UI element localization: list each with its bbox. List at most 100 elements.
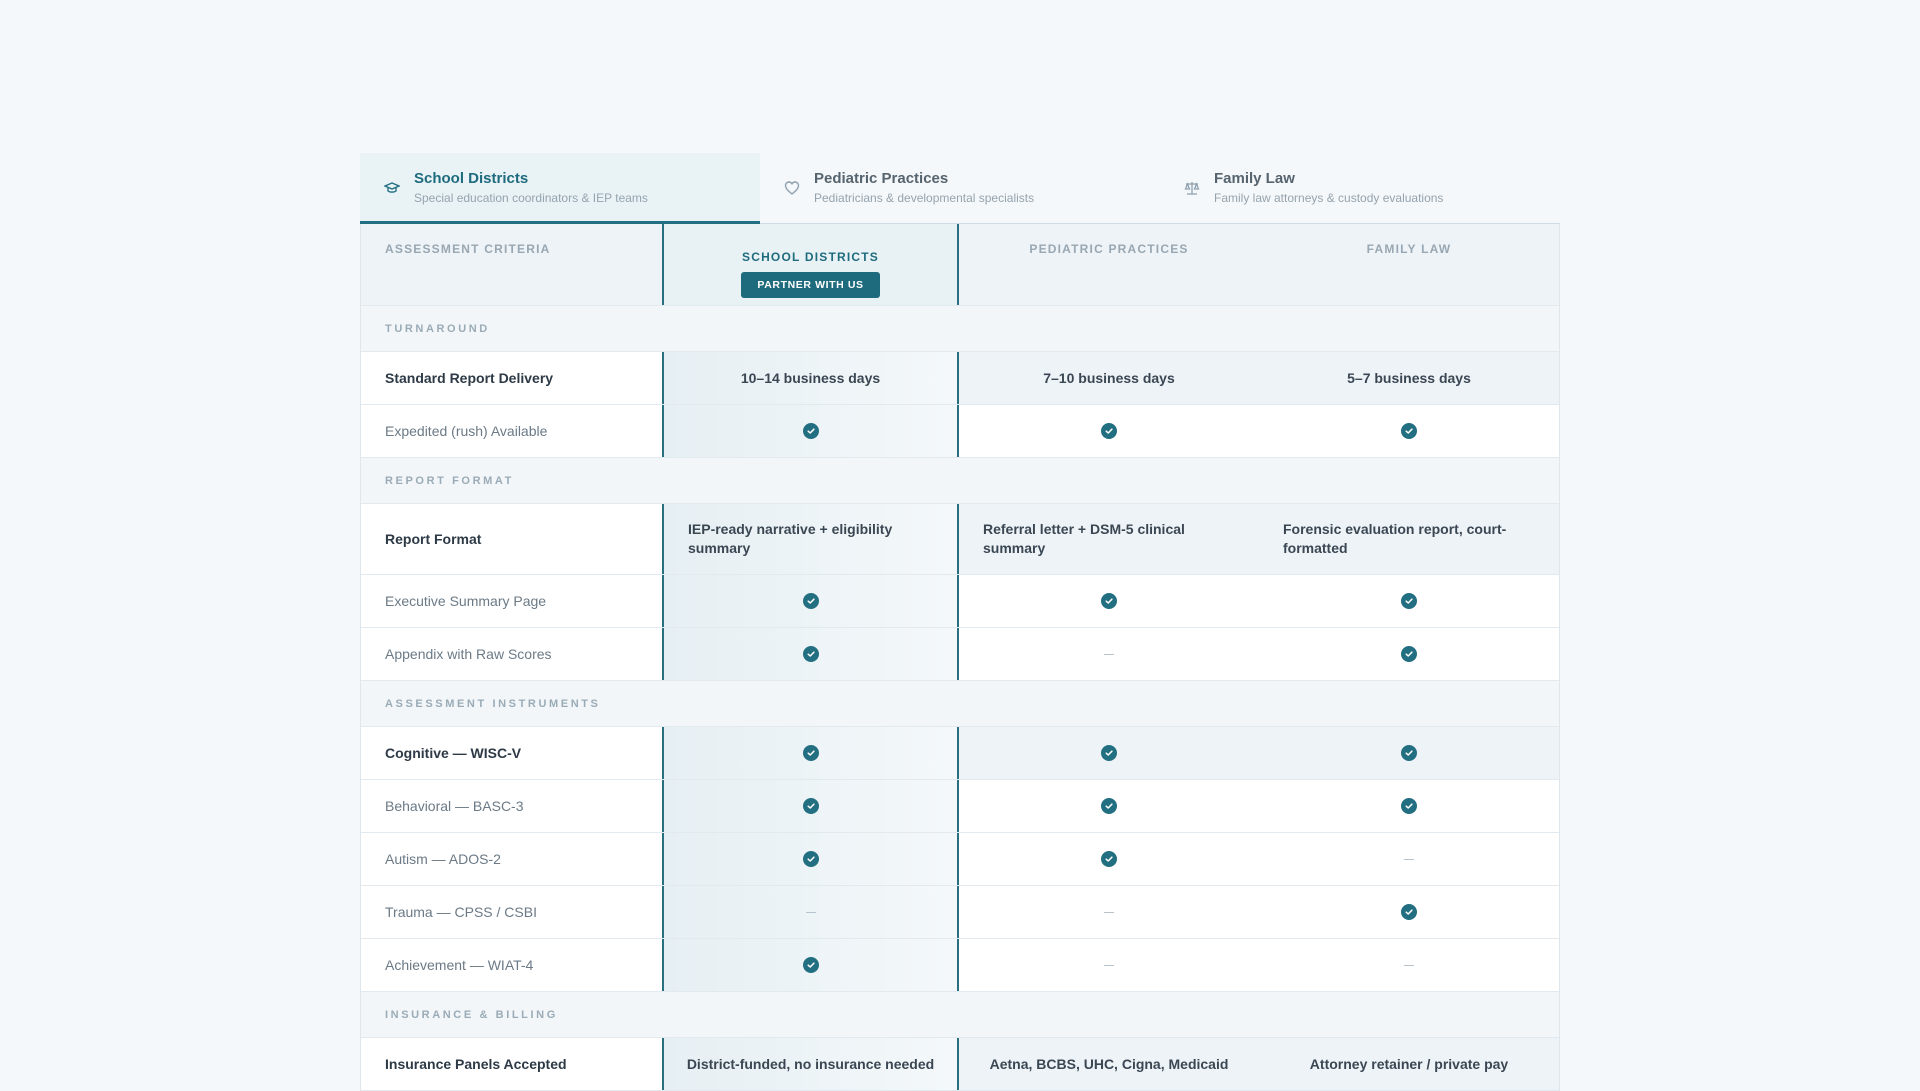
- check-icon: [1401, 745, 1417, 761]
- value-cell: [662, 575, 959, 627]
- value-cell: [1259, 575, 1559, 627]
- value-cell: [1259, 939, 1559, 991]
- value-cell: [959, 780, 1259, 832]
- value-cell: [959, 575, 1259, 627]
- value-cell: [1259, 727, 1559, 779]
- value-cell: [1259, 628, 1559, 680]
- value-text: District-funded, no insurance needed: [662, 1038, 959, 1090]
- table-row: Achievement — WIAT-4: [361, 939, 1559, 992]
- dash-icon: [1104, 964, 1114, 966]
- header-label: SCHOOL DISTRICTS: [742, 249, 879, 264]
- value-cell: [662, 727, 959, 779]
- criteria-label: Standard Report Delivery: [361, 352, 662, 404]
- tab-subtitle: Family law attorneys & custody evaluatio…: [1214, 191, 1444, 205]
- tab-subtitle: Pediatricians & developmental specialist…: [814, 191, 1035, 205]
- section-header: TURNAROUND: [361, 306, 1559, 352]
- check-icon: [1401, 904, 1417, 920]
- check-icon: [802, 745, 819, 761]
- section-header: REPORT FORMAT: [361, 458, 1559, 504]
- table-row: Insurance Panels Accepted District-funded…: [361, 1038, 1559, 1091]
- value-cell: [959, 727, 1259, 779]
- section-label: ASSESSMENT INSTRUMENTS: [385, 697, 601, 710]
- criteria-label: Appendix with Raw Scores: [385, 646, 552, 662]
- section-label: TURNAROUND: [385, 322, 490, 335]
- criteria-label: Trauma — CPSS / CSBI: [385, 904, 537, 920]
- criteria-label: Executive Summary Page: [385, 593, 547, 609]
- criteria-label: Expedited (rush) Available: [385, 423, 548, 439]
- check-icon: [1101, 423, 1117, 439]
- dash-icon: [1404, 858, 1414, 860]
- value-cell: [1259, 780, 1559, 832]
- value-text: Referral letter + DSM-5 clinical summary: [983, 521, 1185, 556]
- check-icon: [802, 423, 819, 439]
- value-cell: [662, 780, 959, 832]
- value-text: Attorney retainer / private pay: [1309, 1056, 1509, 1072]
- check-icon: [1401, 646, 1417, 662]
- table-row: Autism — ADOS-2: [361, 833, 1559, 886]
- tab-subtitle: Special education coordinators & IEP tea…: [414, 191, 648, 205]
- table-row: Trauma — CPSS / CSBI: [361, 886, 1559, 939]
- table-row: Cognitive — WISC-V: [361, 727, 1559, 780]
- value-cell: [662, 628, 959, 680]
- comparison-module: School Districts Special education coord…: [360, 153, 1560, 1091]
- table-row: Standard Report Delivery 10–14 business d…: [361, 352, 1559, 405]
- value-text: IEP-ready narrative + eligibility summar…: [662, 504, 959, 574]
- table-row: Expedited (rush) Available: [361, 405, 1559, 458]
- check-icon: [802, 798, 819, 814]
- value-cell: [959, 939, 1259, 991]
- section-label: REPORT FORMAT: [385, 474, 514, 487]
- check-icon: [802, 646, 819, 662]
- check-icon: [1101, 745, 1117, 761]
- section-header: ASSESSMENT INSTRUMENTS: [361, 681, 1559, 727]
- table-row: Executive Summary Page: [361, 575, 1559, 628]
- tab-title: Family Law: [1214, 170, 1295, 187]
- section-header: INSURANCE & BILLING: [361, 992, 1559, 1038]
- comparison-table: ASSESSMENT CRITERIA SCHOOL DISTRICTS PAR…: [360, 224, 1560, 1091]
- header-school-districts: SCHOOL DISTRICTS PARTNER WITH US: [662, 224, 959, 305]
- check-icon: [802, 593, 819, 609]
- dash-icon: [1104, 653, 1114, 655]
- graduation-cap-icon: [383, 180, 401, 196]
- table-header: ASSESSMENT CRITERIA SCHOOL DISTRICTS PAR…: [361, 224, 1559, 306]
- header-pediatric-practices: PEDIATRIC PRACTICES: [1029, 242, 1189, 256]
- audience-tabs: School Districts Special education coord…: [360, 153, 1560, 224]
- value-cell: [662, 833, 959, 885]
- tab-pediatric-practices[interactable]: Pediatric Practices Pediatricians & deve…: [760, 153, 1160, 223]
- heart-icon: [784, 180, 800, 196]
- check-icon: [1401, 798, 1417, 814]
- tab-family-law[interactable]: Family Law Family law attorneys & custod…: [1160, 153, 1560, 223]
- check-icon: [802, 851, 819, 867]
- value-cell: [959, 886, 1259, 938]
- value-cell: [959, 405, 1259, 457]
- value-cell: [662, 405, 959, 457]
- criteria-label: Achievement — WIAT-4: [385, 957, 534, 973]
- value-text: 7–10 business days: [1043, 370, 1175, 386]
- criteria-label: Cognitive — WISC-V: [361, 727, 662, 779]
- value-cell: [1259, 405, 1559, 457]
- dash-icon: [1404, 964, 1414, 966]
- tab-school-districts[interactable]: School Districts Special education coord…: [360, 153, 760, 224]
- tab-title: Pediatric Practices: [814, 170, 949, 187]
- check-icon: [1401, 593, 1417, 609]
- tab-title: School Districts: [414, 170, 529, 187]
- value-cell: [1259, 833, 1559, 885]
- check-icon: [1401, 423, 1417, 439]
- dash-icon: [805, 911, 816, 913]
- criteria-label: Behavioral — BASC-3: [385, 798, 524, 814]
- value-cell: [662, 886, 959, 938]
- value-text: Aetna, BCBS, UHC, Cigna, Medicaid: [989, 1056, 1229, 1072]
- criteria-label: Report Format: [361, 504, 662, 574]
- check-icon: [802, 957, 819, 973]
- table-row: Report Format IEP-ready narrative + eligi…: [361, 504, 1559, 575]
- table-row: Appendix with Raw Scores: [361, 628, 1559, 681]
- value-cell: [959, 628, 1259, 680]
- section-label: INSURANCE & BILLING: [385, 1008, 558, 1021]
- header-family-law: FAMILY LAW: [1366, 242, 1452, 256]
- criteria-label: Autism — ADOS-2: [385, 851, 501, 867]
- check-icon: [1101, 851, 1117, 867]
- value-cell: [1259, 886, 1559, 938]
- value-cell: [959, 833, 1259, 885]
- dash-icon: [1104, 911, 1114, 913]
- header-criteria: ASSESSMENT CRITERIA: [385, 242, 551, 256]
- partner-with-us-button[interactable]: PARTNER WITH US: [741, 271, 880, 298]
